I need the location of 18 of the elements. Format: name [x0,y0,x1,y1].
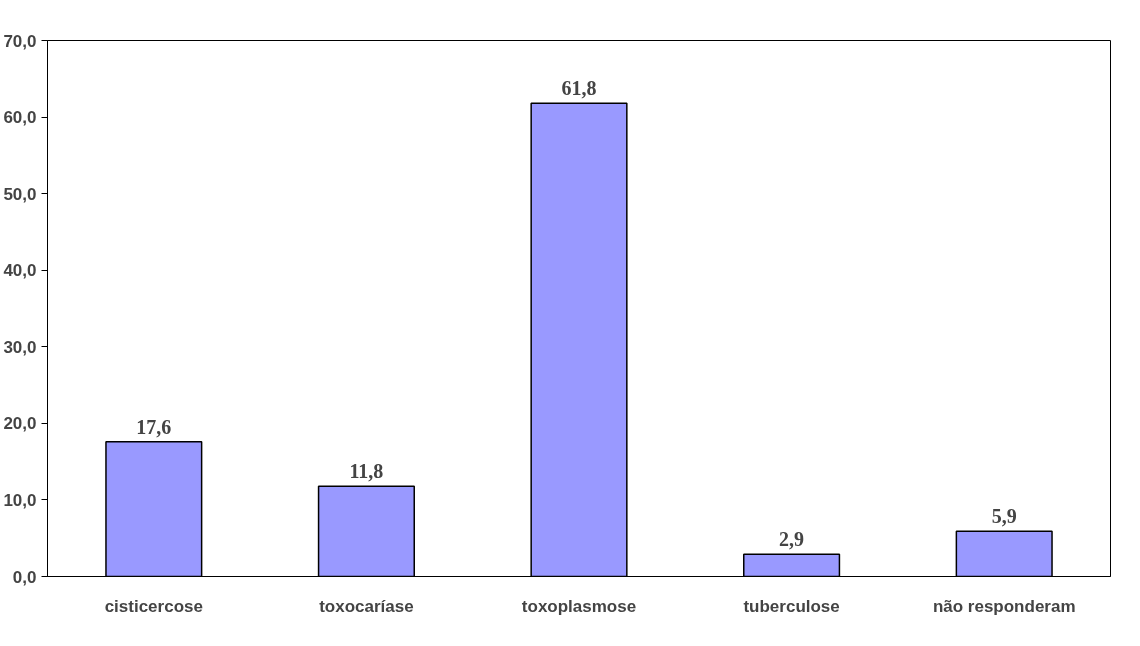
data-label: 5,9 [991,505,1017,528]
y-tick-label: 70,0 [3,31,37,51]
x-tick-label: não responderam [932,596,1076,616]
x-tick-label: tuberculose [743,596,840,616]
x-tick-label: toxoplasmose [521,596,637,616]
y-tick-label: 10,0 [3,490,37,510]
data-label: 2,9 [779,528,805,551]
y-tick-label: 20,0 [3,414,37,434]
y-tick-label: 40,0 [3,261,37,281]
data-label: 61,8 [561,77,597,100]
y-tick-label: 0,0 [12,567,37,587]
data-label: 11,8 [349,460,384,483]
y-tick-label: 60,0 [3,108,37,128]
y-tick-label: 50,0 [3,184,37,204]
x-tick-label: toxocaríase [319,596,414,616]
x-tick-label: cisticercose [104,596,203,616]
y-tick-label: 30,0 [3,337,37,357]
data-label: 17,6 [136,415,172,438]
